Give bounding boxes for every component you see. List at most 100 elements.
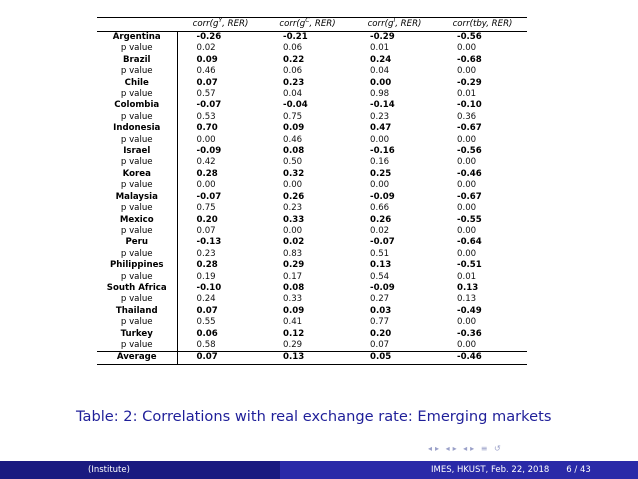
coef-cell: -0.29 <box>457 77 482 88</box>
table-row-pvalue: p value 0.19 0.17 0.54 0.01 <box>97 271 527 283</box>
coef-cell: -0.10 <box>457 100 482 111</box>
subsection-next-icon[interactable]: ▸ <box>452 444 458 453</box>
section-next-icon[interactable]: ▸ <box>470 444 476 453</box>
pvalue-cell: 0.29 <box>283 339 303 350</box>
table-row-pvalue: p value 0.53 0.75 0.23 0.36 <box>97 111 527 124</box>
coef-cell: 0.12 <box>283 328 305 339</box>
pvalue-cell: 0.23 <box>283 203 303 214</box>
coef-cell: 0.13 <box>457 282 479 293</box>
pvalue-cell: 0.04 <box>283 89 303 100</box>
pvalue-label: p value <box>97 203 178 215</box>
pvalue-cell: 0.27 <box>370 294 390 305</box>
coef-cell: 0.00 <box>370 77 392 88</box>
coef-cell: 0.28 <box>196 168 218 179</box>
pvalue-cell: 0.17 <box>283 271 303 282</box>
pvalue-cell: 0.01 <box>457 271 477 282</box>
pvalue-cell: 0.07 <box>196 225 216 236</box>
frame-prev-icon[interactable]: ◂ <box>428 444 434 453</box>
table-row-coef: Argentina -0.26 -0.21 -0.29 -0.56 <box>97 31 527 44</box>
pvalue-cell: 0.41 <box>283 317 303 328</box>
table-header-row: corr(gY, RER) corr(gC, RER) corr(gI, RER… <box>97 17 527 32</box>
pvalue-cell: 0.00 <box>457 43 477 54</box>
table-body: Argentina -0.26 -0.21 -0.29 -0.56 p value 0.02… <box>97 31 527 365</box>
table-row-pvalue: p value 0.00 0.00 0.00 0.00 <box>97 180 527 192</box>
average-label: Average <box>97 351 178 365</box>
coef-cell: 0.09 <box>283 305 305 316</box>
table-row-pvalue: p value 0.46 0.06 0.04 0.00 <box>97 66 527 78</box>
pvalue-cell: 0.50 <box>283 157 303 168</box>
pvalue-cell: 0.00 <box>196 134 216 145</box>
pvalue-label: p value <box>97 89 178 101</box>
country-label: Malaysia <box>97 191 178 204</box>
country-label: Korea <box>97 168 178 181</box>
coef-cell: -0.67 <box>457 123 482 134</box>
table-row-coef: Peru -0.13 0.02 -0.07 -0.64 <box>97 237 527 249</box>
pvalue-cell: 0.33 <box>283 294 303 305</box>
pvalue-cell: 0.00 <box>457 203 477 214</box>
table-row-pvalue: p value 0.24 0.33 0.27 0.13 <box>97 294 527 306</box>
coef-cell: -0.07 <box>370 237 395 248</box>
correlation-table-container: corr(gY, RER) corr(gC, RER) corr(gI, RER… <box>97 17 527 365</box>
coef-cell: -0.56 <box>457 146 482 157</box>
table-row-pvalue: p value 0.07 0.00 0.02 0.00 <box>97 225 527 238</box>
table-row-coef: Colombia -0.07 -0.04 -0.14 -0.10 <box>97 100 527 112</box>
pvalue-cell: 0.66 <box>370 203 390 214</box>
pvalue-label: p value <box>97 225 178 238</box>
pvalue-label: p value <box>97 248 178 261</box>
pvalue-cell: 0.54 <box>370 271 390 282</box>
coef-cell: -0.51 <box>457 260 482 271</box>
coef-cell: -0.64 <box>457 237 482 248</box>
pvalue-label: p value <box>97 43 178 55</box>
table-row-coef: Mexico 0.20 0.33 0.26 -0.55 <box>97 214 527 226</box>
table-row-coef: Chile 0.07 0.23 0.00 -0.29 <box>97 77 527 90</box>
pvalue-cell: 0.42 <box>196 157 216 168</box>
country-label: Argentina <box>97 31 178 44</box>
coef-cell: 0.13 <box>370 260 392 271</box>
coef-cell: 0.70 <box>196 123 218 134</box>
coef-cell: -0.13 <box>196 237 222 248</box>
pvalue-cell: 0.36 <box>457 111 477 122</box>
coef-cell: 0.33 <box>283 214 305 225</box>
pvalue-cell: 0.51 <box>370 248 390 259</box>
table-row-coef: Brazil 0.09 0.22 0.24 -0.68 <box>97 54 527 67</box>
pvalue-cell: 0.46 <box>283 134 303 145</box>
table-row-coef: Philippines 0.28 0.29 0.13 -0.51 <box>97 260 527 272</box>
average-cell: 0.05 <box>370 352 392 363</box>
coef-cell: -0.07 <box>196 191 222 202</box>
footer-info: IMES, HKUST, Feb. 22, 2018 6 / 43 <box>280 461 638 479</box>
table-row-pvalue: p value 0.42 0.50 0.16 0.00 <box>97 157 527 169</box>
table-row-average: Average 0.07 0.13 0.05 -0.46 <box>97 351 527 365</box>
coef-cell: 0.26 <box>370 214 392 225</box>
coef-cell: -0.14 <box>370 100 395 111</box>
caption-label: Table: <box>76 408 119 425</box>
country-label: Israel <box>97 146 178 158</box>
pvalue-label: p value <box>97 294 178 306</box>
coef-cell: -0.29 <box>370 32 395 42</box>
table-row-pvalue: p value 0.75 0.23 0.66 0.00 <box>97 203 527 215</box>
pvalue-cell: 0.02 <box>196 43 216 54</box>
pvalue-cell: 0.75 <box>196 203 216 214</box>
align-icon[interactable]: ≡ <box>480 444 489 453</box>
coef-cell: -0.55 <box>457 214 482 225</box>
pvalue-label: p value <box>97 317 178 329</box>
subsection-prev-icon[interactable]: ◂ <box>445 444 451 453</box>
coef-cell: 0.25 <box>370 168 392 179</box>
pvalue-label: p value <box>97 134 178 147</box>
section-prev-icon[interactable]: ◂ <box>463 444 469 453</box>
country-label: Peru <box>97 237 178 249</box>
coef-cell: 0.07 <box>196 77 218 88</box>
pvalue-cell: 0.06 <box>283 66 303 77</box>
pvalue-label: p value <box>97 66 178 78</box>
country-label: Indonesia <box>97 123 178 135</box>
table-caption: Table: 2: Correlations with real exchang… <box>76 408 551 425</box>
table-row-pvalue: p value 0.00 0.46 0.00 0.00 <box>97 134 527 147</box>
frame-next-icon[interactable]: ▸ <box>435 444 441 453</box>
table-row-coef: Indonesia 0.70 0.09 0.47 -0.67 <box>97 123 527 135</box>
pvalue-cell: 0.53 <box>196 111 216 122</box>
coef-cell: 0.06 <box>196 328 218 339</box>
coef-cell: 0.47 <box>370 123 392 134</box>
coef-cell: -0.21 <box>283 32 308 42</box>
pvalue-cell: 0.00 <box>283 225 303 236</box>
search-icon[interactable]: ↺ <box>493 444 502 453</box>
coef-cell: -0.16 <box>370 146 395 157</box>
